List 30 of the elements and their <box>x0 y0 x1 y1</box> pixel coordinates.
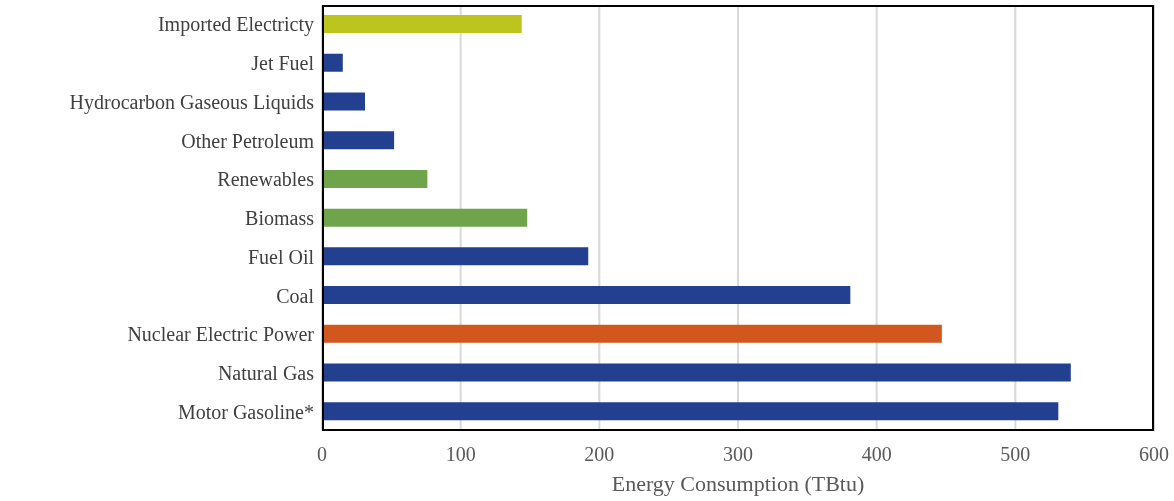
y-tick-label: Motor Gasoline* <box>177 400 314 423</box>
y-tick-label: Jet Fuel <box>251 52 315 75</box>
y-tick-label: Fuel Oil <box>247 245 315 268</box>
bar <box>322 169 428 188</box>
bar <box>322 53 343 72</box>
x-tick-label: 600 <box>1139 443 1169 466</box>
x-tick-label: 200 <box>584 443 615 466</box>
y-tick-label: Other Petroleum <box>181 129 315 152</box>
x-tick-label: 0 <box>317 443 327 466</box>
x-axis-title: Energy Consumption (TBtu) <box>611 471 865 496</box>
x-tick-label: 400 <box>861 443 892 466</box>
y-tick-label: Renewables <box>217 168 315 191</box>
x-tick-label: 100 <box>445 443 476 466</box>
y-tick-label: Nuclear Electric Power <box>127 323 315 346</box>
y-tick-label: Biomass <box>245 207 315 230</box>
bar <box>322 324 942 343</box>
bar <box>322 208 528 227</box>
x-tick-label: 500 <box>1000 443 1031 466</box>
bar <box>322 247 589 266</box>
y-tick-label: Imported Electricty <box>157 13 314 37</box>
y-tick-label: Natural Gas <box>217 362 315 385</box>
x-tick-label: 300 <box>723 443 753 466</box>
bar <box>322 363 1071 382</box>
y-tick-label: Coal <box>276 284 315 307</box>
y-tick-label: Hydrocarbon Gaseous Liquids <box>69 90 315 114</box>
bar <box>322 131 395 150</box>
bar <box>322 286 851 305</box>
bar <box>322 92 365 111</box>
bar <box>322 15 522 33</box>
bar <box>322 402 1059 421</box>
